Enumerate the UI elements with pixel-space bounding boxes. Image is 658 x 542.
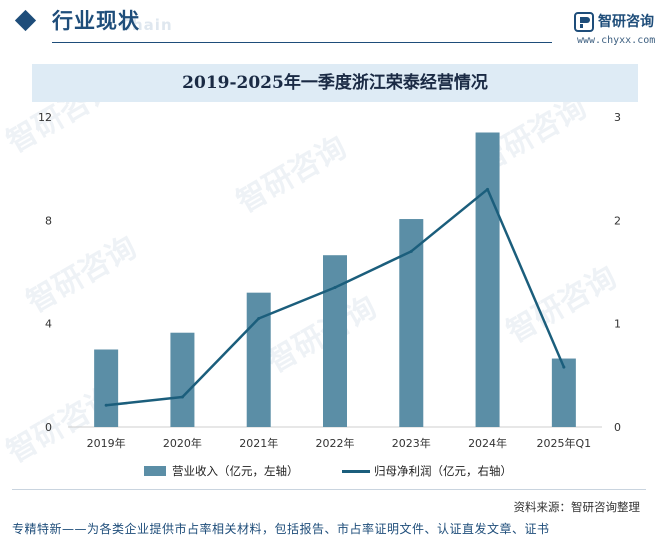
legend-bar-label: 营业收入（亿元，左轴） — [172, 464, 299, 478]
footer-text: 专精特新——为各类企业提供市占率相关材料，包括报告、市占率证明文件、认证直发文章… — [12, 522, 550, 536]
line-point — [180, 395, 184, 399]
line-point — [333, 286, 337, 289]
line-point — [562, 365, 566, 369]
source-note: 资料来源：智研咨询整理 — [513, 500, 641, 514]
x-tick-label: 2022年 — [316, 436, 355, 450]
bar — [475, 132, 500, 427]
bar — [170, 332, 195, 427]
source-rule — [12, 489, 646, 490]
x-tick-label: 2025年Q1 — [537, 436, 592, 450]
bar — [551, 358, 576, 427]
x-tick-label: 2021年 — [239, 436, 278, 450]
y-right-tick-label: 2 — [614, 214, 621, 227]
y-left-tick-label: 0 — [45, 421, 52, 434]
section-header: Chain 行业现状 智研咨询 www.chyxx.com — [0, 0, 658, 48]
y-right-tick-label: 3 — [614, 111, 621, 124]
x-tick-label: 2020年 — [163, 436, 202, 450]
bar — [94, 349, 119, 427]
x-tick-label: 2024年 — [468, 436, 507, 450]
y-left-tick-label: 8 — [45, 214, 52, 227]
x-tick-label: 2023年 — [392, 436, 431, 450]
brand-logo-icon — [574, 12, 594, 32]
line-point — [486, 187, 490, 191]
header-rule — [52, 42, 552, 43]
legend-line-swatch — [342, 470, 370, 473]
chart-title-band: 2019-2025年一季度浙江荣泰经营情况 — [32, 64, 638, 102]
brand-url: www.chyxx.com — [577, 35, 656, 46]
y-right-tick-label: 0 — [614, 421, 621, 434]
ghost-heading: Chain — [120, 16, 173, 34]
footer-banner: 专精特新——为各类企业提供市占率相关材料，包括报告、市占率证明文件、认证直发文章… — [0, 515, 658, 542]
x-tick-label: 2019年 — [87, 436, 126, 450]
section-title: 行业现状 — [52, 9, 140, 33]
bar — [323, 255, 347, 427]
legend-line-label: 归母净利润（亿元，右轴） — [374, 464, 512, 478]
brand-name: 智研咨询 — [598, 14, 654, 30]
chart-title: 2019-2025年一季度浙江荣泰经营情况 — [182, 73, 488, 93]
chart-legend: 营业收入（亿元，左轴） 归母净利润（亿元，右轴） — [0, 462, 658, 480]
bar — [246, 292, 271, 427]
y-left-tick-label: 12 — [38, 111, 52, 124]
legend-bar-swatch — [144, 466, 166, 476]
line-point — [409, 249, 413, 253]
y-left-tick-label: 4 — [45, 318, 52, 331]
bar — [399, 219, 424, 427]
y-right-tick-label: 1 — [614, 318, 621, 331]
diamond-icon — [14, 9, 37, 32]
line-point — [104, 403, 108, 407]
line-point — [257, 317, 261, 320]
